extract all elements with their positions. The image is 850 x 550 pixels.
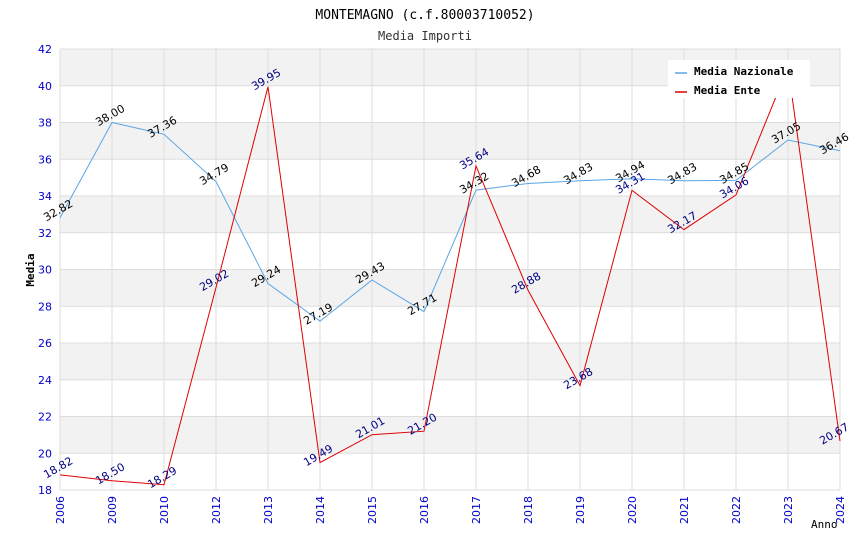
- x-tick-label: 2022: [730, 496, 743, 524]
- data-label: 34.68: [509, 163, 543, 190]
- series-line-0: [59, 121, 841, 322]
- y-tick-label: 30: [38, 264, 52, 277]
- x-tick-label: 2018: [522, 496, 535, 524]
- data-label: 18.50: [93, 460, 127, 487]
- chart-title: MONTEMAGNO (c.f.80003710052): [315, 8, 534, 23]
- grid-band: [60, 416, 840, 454]
- grid-band: [60, 196, 840, 233]
- x-tick-label: 2016: [418, 496, 431, 524]
- chart-subtitle: Media Importi: [378, 29, 472, 43]
- y-tick-label: 24: [38, 374, 52, 387]
- data-label: 34.83: [561, 160, 595, 187]
- y-tick-label: 36: [38, 153, 52, 166]
- legend-label-media-nazionale: Media Nazionale: [694, 65, 794, 78]
- grid-band: [60, 343, 840, 380]
- y-tick-label: 42: [38, 43, 52, 56]
- grid-lines: [59, 48, 841, 491]
- data-label: 34.79: [197, 161, 231, 188]
- y-tick-label: 40: [38, 80, 52, 93]
- y-tick-label: 34: [38, 190, 52, 203]
- data-label: 34.83: [665, 160, 699, 187]
- legend-label-media-ente: Media Ente: [694, 84, 761, 97]
- data-label: 18.29: [145, 464, 179, 491]
- x-tick-label: 2024: [834, 496, 847, 524]
- x-tick-label: 2010: [158, 496, 171, 524]
- x-tick-label: 2019: [574, 496, 587, 524]
- x-tick-label: 2014: [314, 496, 327, 524]
- y-tick-label: 26: [38, 337, 52, 350]
- y-tick-label: 28: [38, 300, 52, 313]
- x-tick-label: 2021: [678, 496, 691, 524]
- x-tick-label: 2009: [106, 496, 119, 524]
- legend-box: [668, 60, 810, 98]
- y-tick-label: 20: [38, 447, 52, 460]
- x-tick-label: 2020: [626, 496, 639, 524]
- x-tick-label: 2015: [366, 496, 379, 524]
- x-tick-label: 2013: [262, 496, 275, 524]
- x-axis-ticks: 2006 2009 2010 2012 2013 2014 2015 2016 2017 2018…: [54, 496, 847, 524]
- x-tick-label: 2006: [54, 496, 67, 524]
- legend: Media Nazionale Media Ente: [668, 60, 810, 98]
- x-tick-label: 2023: [782, 496, 795, 524]
- grid-band: [60, 122, 840, 160]
- y-tick-label: 38: [38, 117, 52, 130]
- series-lines: [59, 65, 841, 486]
- y-axis-ticks: 18 20 22 24 26 28 30 32 34 36 38 40 42: [38, 43, 52, 497]
- x-tick-label: 2012: [210, 496, 223, 524]
- series-line-1: [59, 65, 841, 486]
- y-tick-label: 32: [38, 227, 52, 240]
- y-tick-label: 18: [38, 484, 52, 497]
- x-axis-label: Anno: [811, 518, 838, 531]
- x-tick-label: 2017: [470, 496, 483, 524]
- y-axis-label: Media: [24, 253, 37, 286]
- y-tick-label: 22: [38, 411, 52, 424]
